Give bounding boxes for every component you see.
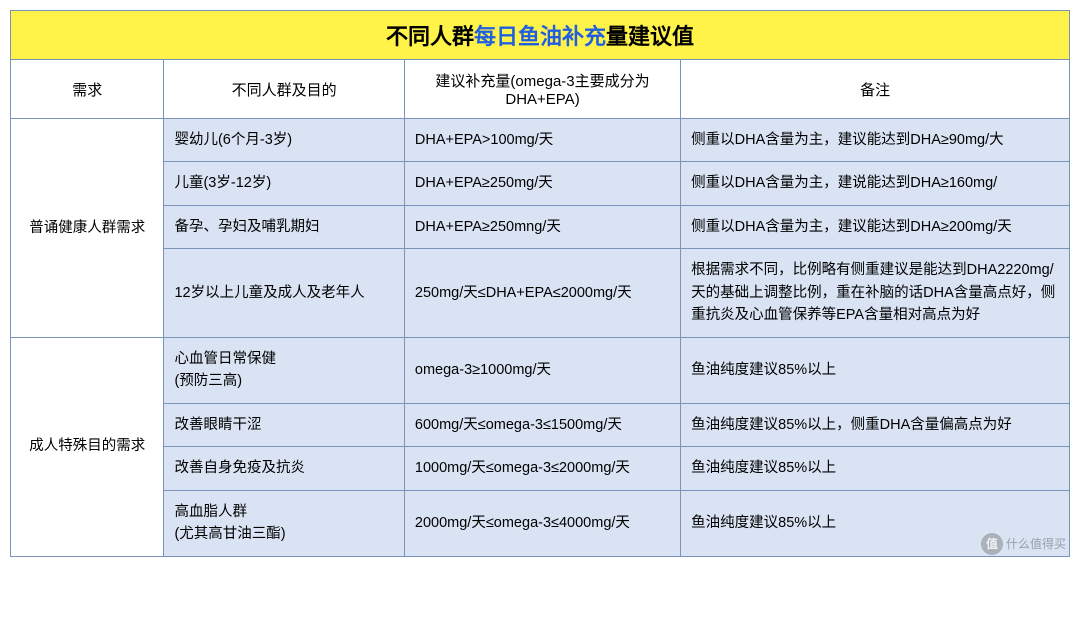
title-highlight: 每日鱼油补充: [474, 24, 606, 49]
cell-note: 鱼油纯度建议85%以上: [681, 447, 1070, 490]
cell-group: 改善自身免疫及抗炎: [164, 447, 404, 490]
table-row: 改善眼睛干涩 600mg/天≤omega-3≤1500mg/天 鱼油纯度建议85…: [11, 403, 1070, 446]
cell-dose: 250mg/天≤DHA+EPA≤2000mg/天: [404, 249, 680, 337]
cell-dose: 2000mg/天≤omega-3≤4000mg/天: [404, 490, 680, 556]
table-title: 不同人群每日鱼油补充量建议值: [11, 11, 1070, 60]
cell-group: 备孕、孕妇及哺乳期妇: [164, 205, 404, 248]
table-row: 普诵健康人群需求 婴幼儿(6个月-3岁) DHA+EPA>100mg/天 侧重以…: [11, 119, 1070, 162]
header-group: 不同人群及目的: [164, 60, 404, 119]
cell-group: 心血管日常保健(预防三高): [164, 337, 404, 403]
cell-group: 高血脂人群(尤其高甘油三酯): [164, 490, 404, 556]
cell-note: 根据需求不同，比例略有侧重建议是能达到DHA2220mg/天的基础上调整比例，重…: [681, 249, 1070, 337]
header-note: 备注: [681, 60, 1070, 119]
cell-group: 改善眼睛干涩: [164, 403, 404, 446]
need-general: 普诵健康人群需求: [11, 119, 164, 338]
cell-group: 12岁以上儿童及成人及老年人: [164, 249, 404, 337]
table-row: 12岁以上儿童及成人及老年人 250mg/天≤DHA+EPA≤2000mg/天 …: [11, 249, 1070, 337]
table-row: 备孕、孕妇及哺乳期妇 DHA+EPA≥250mng/天 侧重以DHA含量为主，建…: [11, 205, 1070, 248]
cell-note: 鱼油纯度建议85%以上: [681, 337, 1070, 403]
title-before: 不同人群: [386, 24, 474, 49]
cell-dose: DHA+EPA>100mg/天: [404, 119, 680, 162]
need-special: 成人特殊目的需求: [11, 337, 164, 556]
cell-group: 儿童(3岁-12岁): [164, 162, 404, 205]
title-row: 不同人群每日鱼油补充量建议值: [11, 11, 1070, 60]
header-need: 需求: [11, 60, 164, 119]
cell-dose: DHA+EPA≥250mng/天: [404, 205, 680, 248]
header-dose: 建议补充量(omega-3主要成分为DHA+EPA): [404, 60, 680, 119]
cell-note: 侧重以DHA含量为主，建说能达到DHA≥160mg/: [681, 162, 1070, 205]
cell-group: 婴幼儿(6个月-3岁): [164, 119, 404, 162]
cell-note: 侧重以DHA含量为主，建议能达到DHA≥90mg/大: [681, 119, 1070, 162]
header-row: 需求 不同人群及目的 建议补充量(omega-3主要成分为DHA+EPA) 备注: [11, 60, 1070, 119]
table-row: 成人特殊目的需求 心血管日常保健(预防三高) omega-3≥1000mg/天 …: [11, 337, 1070, 403]
fish-oil-table-container: 不同人群每日鱼油补充量建议值 需求 不同人群及目的 建议补充量(omega-3主…: [10, 10, 1070, 557]
cell-dose: DHA+EPA≥250mg/天: [404, 162, 680, 205]
cell-dose: omega-3≥1000mg/天: [404, 337, 680, 403]
table-row: 儿童(3岁-12岁) DHA+EPA≥250mg/天 侧重以DHA含量为主，建说…: [11, 162, 1070, 205]
table-row: 高血脂人群(尤其高甘油三酯) 2000mg/天≤omega-3≤4000mg/天…: [11, 490, 1070, 556]
cell-dose: 600mg/天≤omega-3≤1500mg/天: [404, 403, 680, 446]
cell-note: 鱼油纯度建议85%以上，侧重DHA含量偏高点为好: [681, 403, 1070, 446]
title-after: 量建议值: [606, 24, 694, 49]
cell-note: 侧重以DHA含量为主，建议能达到DHA≥200mg/天: [681, 205, 1070, 248]
cell-dose: 1000mg/天≤omega-3≤2000mg/天: [404, 447, 680, 490]
fish-oil-table: 不同人群每日鱼油补充量建议值 需求 不同人群及目的 建议补充量(omega-3主…: [10, 10, 1070, 557]
table-row: 改善自身免疫及抗炎 1000mg/天≤omega-3≤2000mg/天 鱼油纯度…: [11, 447, 1070, 490]
cell-note: 鱼油纯度建议85%以上: [681, 490, 1070, 556]
